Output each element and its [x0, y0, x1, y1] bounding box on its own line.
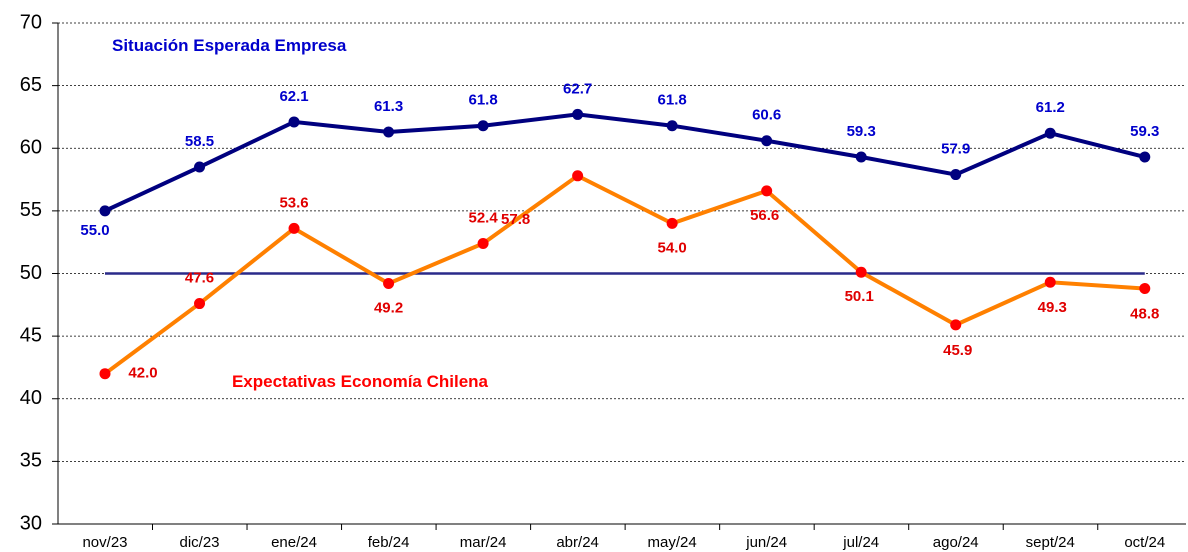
point [666, 217, 678, 229]
point [950, 319, 962, 331]
data-label: 58.5 [185, 133, 214, 150]
data-label: 54.0 [658, 239, 687, 256]
point [1139, 151, 1151, 163]
y-tick-label: 70 [20, 11, 42, 33]
point [761, 185, 773, 197]
series-line [103, 173, 1145, 376]
data-label: 50.1 [845, 288, 874, 305]
data-label: 49.3 [1038, 299, 1067, 316]
x-tick-label: nov/23 [82, 534, 127, 551]
x-tick-label: oct/24 [1124, 534, 1165, 551]
y-tick-label: 35 [20, 450, 42, 472]
data-label: 49.2 [374, 299, 403, 316]
data-label: 62.7 [563, 80, 592, 97]
x-tick-label: sept/24 [1026, 534, 1075, 551]
x-tick-label: jul/24 [842, 534, 879, 551]
x-tick-label: mar/24 [460, 534, 507, 551]
y-tick-label: 40 [20, 387, 42, 409]
point [1139, 283, 1151, 295]
point [572, 170, 584, 182]
x-tick-label: ene/24 [271, 534, 317, 551]
data-label: 59.3 [847, 123, 876, 140]
data-label: 62.1 [279, 88, 308, 105]
y-tick-label: 50 [20, 262, 42, 284]
point [194, 161, 206, 173]
data-label: 56.6 [750, 207, 779, 224]
point [99, 368, 111, 380]
x-tick-label: feb/24 [368, 534, 410, 551]
point [950, 169, 962, 181]
x-tick-label: jun/24 [745, 534, 787, 551]
data-label: 48.8 [1130, 305, 1159, 322]
data-label: 53.6 [279, 194, 308, 211]
y-tick-label: 55 [20, 199, 42, 221]
point [194, 298, 206, 310]
point [383, 126, 395, 138]
x-tick-label: abr/24 [556, 534, 599, 551]
data-label: 59.3 [1130, 123, 1159, 140]
data-label: 61.2 [1036, 99, 1065, 116]
data-label: 45.9 [943, 342, 972, 359]
y-tick-label: 65 [20, 74, 42, 96]
data-label: 60.6 [752, 107, 781, 124]
y-tick-label: 60 [20, 137, 42, 159]
point [383, 278, 395, 290]
point [572, 108, 584, 120]
data-label: 61.8 [468, 92, 497, 109]
data-label: 42.0 [128, 365, 157, 382]
point [99, 205, 111, 217]
point [855, 151, 867, 163]
x-tick-label: ago/24 [933, 534, 979, 551]
series-label: Situación Esperada Empresa [112, 36, 347, 55]
data-label: 57.9 [941, 141, 970, 158]
data-label: 61.3 [374, 98, 403, 115]
series-label: Expectativas Economía Chilena [231, 372, 489, 391]
point [288, 222, 300, 234]
data-label: 55.0 [80, 222, 109, 239]
data-label: 61.8 [658, 92, 687, 109]
point [1044, 127, 1056, 139]
point [1044, 276, 1056, 288]
point [477, 120, 489, 132]
point [761, 135, 773, 147]
series-line [104, 112, 1146, 213]
data-label: 57.8 [501, 211, 530, 228]
point [855, 266, 867, 278]
point [477, 237, 489, 249]
data-label: 52.4 [468, 209, 498, 226]
x-tick-label: may/24 [648, 534, 697, 551]
x-tick-label: dic/23 [180, 534, 220, 551]
y-tick-label: 30 [20, 512, 42, 534]
point [288, 116, 300, 128]
data-label: 47.6 [185, 270, 214, 287]
point [666, 120, 678, 132]
y-tick-label: 45 [20, 324, 42, 346]
